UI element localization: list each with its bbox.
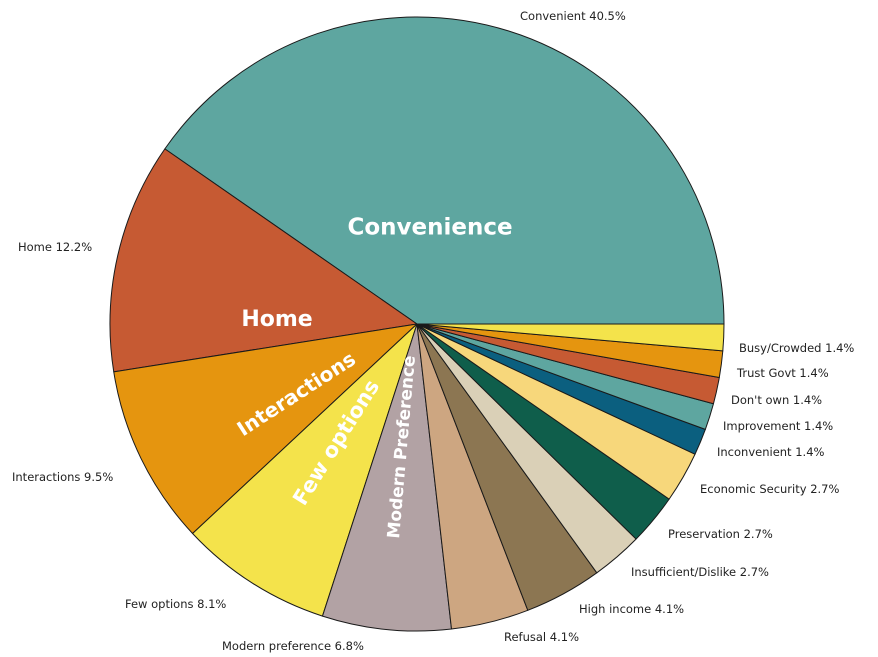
slice-label-inconvenient: Inconvenient 1.4% bbox=[717, 445, 825, 459]
slice-few-options bbox=[192, 323, 418, 617]
slice-busy-crowded bbox=[416, 323, 725, 352]
slice-label-few-options: Few options 8.1% bbox=[125, 597, 226, 611]
slice-label-refusal: Refusal 4.1% bbox=[504, 630, 579, 644]
slice-label-trust-govt: Trust Govt 1.4% bbox=[736, 366, 829, 380]
pie-slices bbox=[109, 16, 725, 632]
slice-label-insufficient-dislike: Insufficient/Dislike 2.7% bbox=[631, 565, 769, 579]
slice-convenient bbox=[164, 16, 725, 325]
annotation-convenience: Convenience bbox=[347, 215, 512, 241]
slice-label-convenient: Convenient 40.5% bbox=[520, 9, 626, 23]
slice-label-modern-preference: Modern preference 6.8% bbox=[222, 639, 364, 653]
slice-label-home: Home 12.2% bbox=[18, 240, 92, 254]
slice-label-high-income: High income 4.1% bbox=[579, 602, 684, 616]
slice-label-interactions: Interactions 9.5% bbox=[12, 470, 113, 484]
slice-label-improvement: Improvement 1.4% bbox=[723, 419, 833, 433]
slice-labels: Convenient 40.5% Home 12.2% Interactions 9… bbox=[12, 9, 854, 653]
slice-modern-preference bbox=[322, 323, 453, 632]
slice-label-preservation: Preservation 2.7% bbox=[668, 527, 773, 541]
slice-interactions bbox=[113, 323, 418, 534]
annotation-home: Home bbox=[241, 307, 312, 332]
slice-label-economic-security: Economic Security 2.7% bbox=[700, 482, 839, 496]
slice-label-don-t-own: Don't own 1.4% bbox=[731, 393, 822, 407]
slice-home bbox=[109, 148, 418, 373]
slice-label-busy-crowded: Busy/Crowded 1.4% bbox=[739, 341, 854, 355]
